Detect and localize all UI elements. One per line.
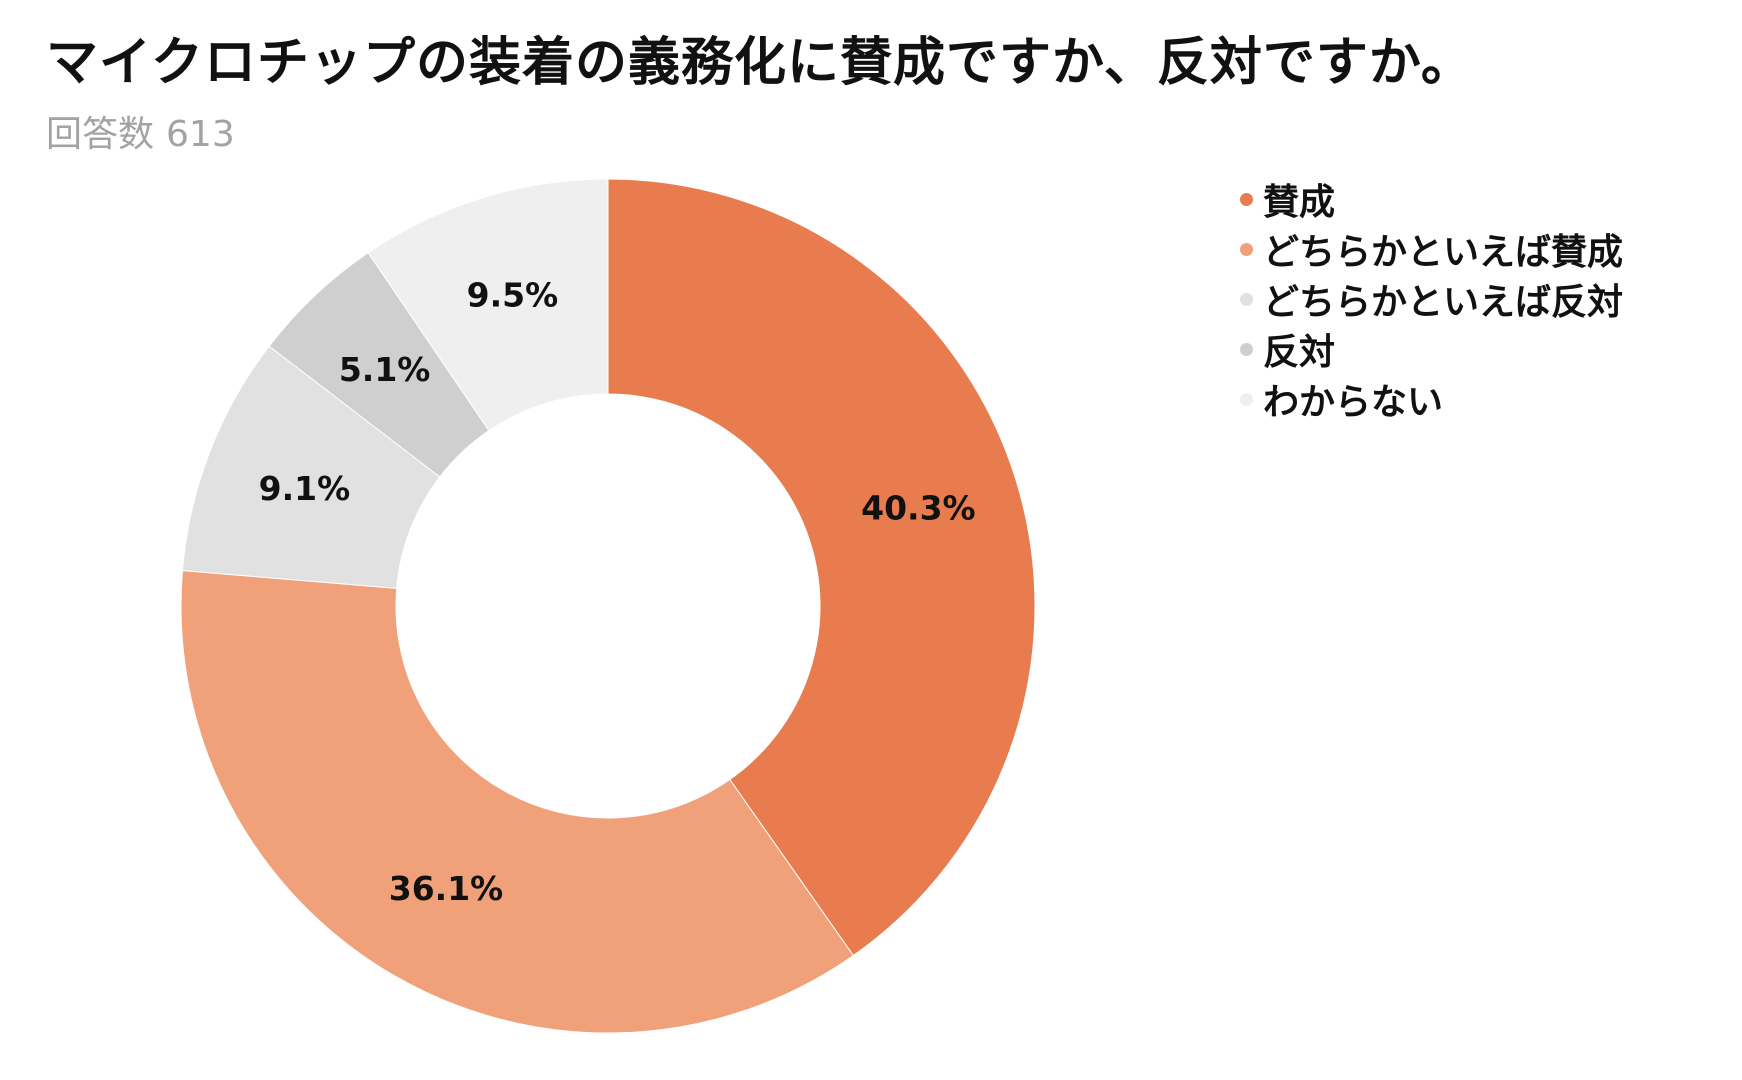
legend-swatch — [1240, 392, 1253, 406]
legend-label: わからない — [1263, 382, 1444, 423]
legend-swatch — [1240, 242, 1253, 256]
legend-swatch — [1240, 292, 1253, 306]
legend-label: 賛成 — [1263, 182, 1336, 223]
legend-label: 反対 — [1263, 332, 1336, 373]
slice-unknown — [367, 178, 609, 432]
slice-percent-label: 9.1% — [259, 469, 351, 508]
legend-item: 反対 — [1240, 324, 1623, 374]
slice-percent-label: 9.5% — [467, 275, 559, 314]
legend-swatch — [1240, 342, 1253, 356]
donut-slice-labels: 40.3% 36.1% 9.1% 5.1% 9.5% — [259, 275, 976, 907]
slice-percent-label: 36.1% — [389, 869, 504, 908]
slice-percent-label: 40.3% — [861, 488, 976, 527]
donut-slices — [180, 178, 1036, 1034]
legend-item: どちらかといえば反対 — [1240, 274, 1623, 324]
response-count: 回答数 613 — [46, 113, 235, 156]
chart-legend: 賛成どちらかといえば賛成 どちらかといえば反対 反対わからない — [1240, 174, 1623, 424]
legend-label: どちらかといえば反対 — [1263, 282, 1624, 323]
legend-swatch — [1240, 192, 1253, 206]
slice-somewhat-agree — [180, 569, 855, 1034]
slice-somewhat-disagree — [181, 345, 441, 589]
legend-item: わからない — [1240, 374, 1623, 424]
legend-item: 賛成 — [1240, 174, 1623, 224]
chart-title: マイクロチップの装着の義務化に賛成ですか、反対ですか。 — [46, 33, 1474, 93]
slice-percent-label: 5.1% — [339, 350, 431, 389]
response-count-value: 613 — [166, 114, 235, 155]
response-count-label: 回答数 — [46, 114, 155, 155]
slice-agree — [607, 178, 1036, 957]
legend-item: どちらかといえば賛成 — [1240, 224, 1623, 274]
legend-label: どちらかといえば賛成 — [1263, 232, 1624, 273]
